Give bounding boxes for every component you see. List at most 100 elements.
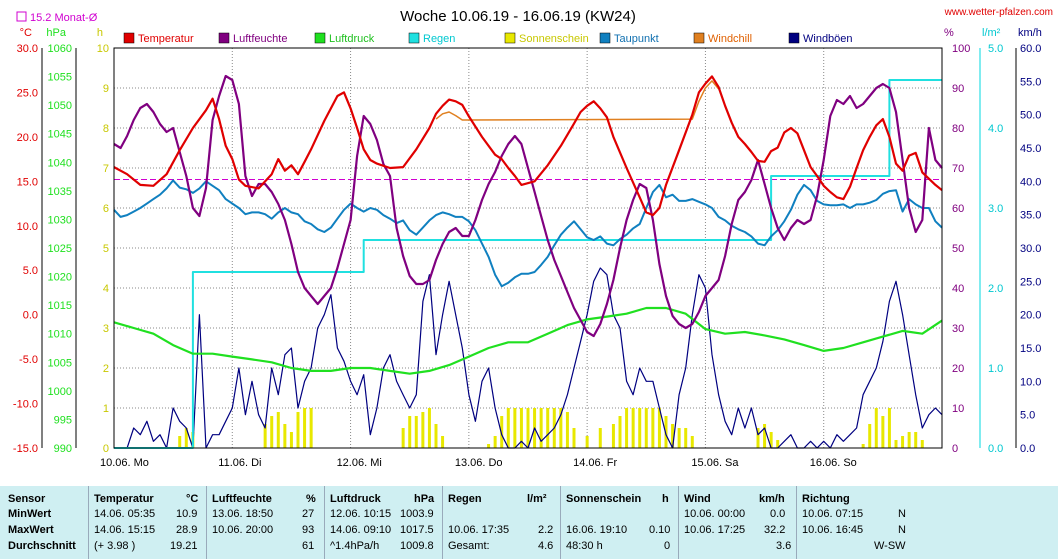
avg-press-trend: ^1.4hPa/h: [330, 540, 380, 552]
regen-line: [114, 79, 942, 449]
wind-tick-label: 0.0: [1020, 443, 1035, 455]
legend-label: Taupunkt: [614, 33, 659, 45]
sunshine-bar: [519, 408, 523, 448]
regen-tick-label: 3.0: [988, 203, 1003, 215]
sunshine-bar: [901, 436, 905, 448]
legend-label: Windchill: [708, 33, 752, 45]
temperatur-tick-label: -10.0: [13, 399, 38, 411]
site-link[interactable]: www.wetter-pfalzen.com: [944, 7, 1053, 18]
luftdruck-tick-label: 1040: [48, 157, 72, 169]
temperatur-tick-label: 20.0: [17, 132, 38, 144]
table-divider: [88, 486, 89, 559]
wind-tick-label: 35.0: [1020, 210, 1041, 222]
temperatur-tick-label: 10.0: [17, 221, 38, 233]
sunshine-bar: [631, 408, 635, 448]
wind-tick-label: 30.0: [1020, 243, 1041, 255]
sonnenschein-tick-label: 4: [103, 283, 109, 295]
luftfeuchte-tick-label: 80: [952, 123, 964, 135]
sunshine-bar: [546, 408, 550, 448]
wind-tick-label: 50.0: [1020, 110, 1041, 122]
row-label-max: MaxWert: [8, 524, 54, 536]
temperatur-tick-label: 25.0: [17, 87, 38, 99]
sunshine-bar: [270, 416, 274, 448]
luftdruck-tick-label: 1050: [48, 100, 72, 112]
wind-tick-label: 25.0: [1020, 276, 1041, 288]
x-tick-label: 16.06. So: [810, 457, 857, 469]
header-luftfeuchte-unit: %: [306, 493, 316, 505]
temperatur-tick-label: 0.0: [23, 310, 38, 322]
sunshine-bar: [493, 436, 497, 448]
avg-temp-delta: (+ 3.98 ): [94, 540, 136, 552]
luftdruck-line: [113, 306, 943, 375]
sunshine-bar: [625, 408, 629, 448]
sunshine-bar: [684, 428, 688, 448]
max-hum-value: 93: [302, 524, 315, 536]
sunshine-bar: [881, 416, 885, 448]
legend-swatch: [788, 32, 800, 44]
sunshine-bar: [309, 408, 313, 448]
luftdruck-tick-label: 1025: [48, 243, 72, 255]
regen-tick-label: 4.0: [988, 123, 1003, 135]
sunshine-bar: [868, 424, 872, 448]
max-rain-time: 10.06. 17:35: [448, 524, 510, 536]
header-regen: Regen: [448, 493, 482, 505]
legend-swatch: [693, 32, 705, 44]
luftfeuchte-tick-label: 10: [952, 403, 964, 415]
table-divider: [796, 486, 797, 559]
sunshine-bar: [920, 440, 924, 448]
max-temp-time: 14.06. 15:15: [94, 524, 156, 536]
sonnenschein-unit-label: h: [97, 27, 103, 39]
series-layer: [113, 74, 943, 449]
avg-hum-value: 61: [302, 540, 315, 552]
month-avg-legend: 15.2 Monat-Ø: [16, 11, 98, 24]
luftdruck-tick-label: 1035: [48, 186, 72, 198]
min-hum-value: 27: [302, 508, 315, 520]
sunshine-bar: [671, 424, 675, 448]
sunshine-bar: [677, 428, 681, 448]
temperatur-tick-label: -15.0: [13, 443, 38, 455]
luftdruck-tick-label: 1005: [48, 357, 72, 369]
legend-swatch: [599, 32, 611, 44]
wind-tick-label: 45.0: [1020, 143, 1041, 155]
sonnenschein-tick-label: 0: [103, 443, 109, 455]
sunshine-bar: [500, 416, 504, 448]
taupunkt-line: [113, 179, 943, 288]
sunshine-bar: [769, 432, 773, 448]
chart-title: Woche 10.06.19 - 16.06.19 (KW24): [400, 8, 636, 25]
legend-label: Windböen: [803, 33, 853, 45]
sonnenschein-tick-label: 1: [103, 403, 109, 415]
wind-unit-label: km/h: [1018, 27, 1042, 39]
legend-swatch: [314, 32, 326, 44]
table-divider: [678, 486, 679, 559]
sonnenschein-tick-label: 3: [103, 323, 109, 335]
wind-tick-label: 5.0: [1020, 410, 1035, 422]
min-temp-time: 14.06. 05:35: [94, 508, 156, 520]
regen-tick-label: 0.0: [988, 443, 1003, 455]
total-rain-label: Gesamt:: [448, 540, 490, 552]
wind-tick-label: 60.0: [1020, 43, 1041, 55]
luftdruck-tick-label: 990: [54, 443, 72, 455]
header-temperatur: Temperatur: [94, 493, 154, 505]
sunshine-bar: [565, 412, 569, 448]
luftfeuchte-unit-label: %: [944, 27, 954, 39]
sunshine-bar: [414, 416, 418, 448]
luftdruck-tick-label: 1000: [48, 386, 72, 398]
sunshine-bar: [539, 408, 543, 448]
legend-label: Regen: [423, 33, 455, 45]
avg-dir-value: W-SW: [874, 540, 906, 552]
avg-press-value: 1009.8: [400, 540, 434, 552]
min-wind-time: 10.06. 00:00: [684, 508, 746, 520]
sunshine-bar: [572, 428, 576, 448]
sunshine-bar: [303, 408, 307, 448]
sunshine-bar: [690, 436, 694, 448]
x-tick-label: 12.06. Mi: [337, 457, 382, 469]
sunshine-bar: [276, 412, 280, 448]
sunshine-bar: [644, 408, 648, 448]
row-label-min: MinWert: [8, 508, 52, 520]
luftfeuchte-tick-label: 90: [952, 83, 964, 95]
sunshine-bar: [618, 416, 622, 448]
header-temperatur-unit: °C: [186, 493, 199, 505]
min-press-value: 1003.9: [400, 508, 434, 520]
min-dir-value: N: [898, 508, 906, 520]
sunshine-bar: [178, 436, 182, 448]
